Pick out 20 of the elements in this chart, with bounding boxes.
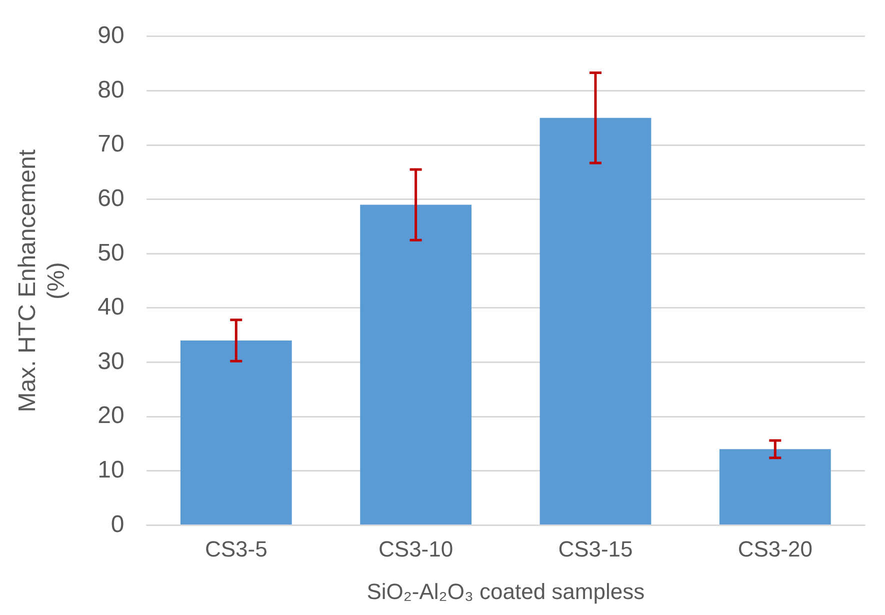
y-tick-label: 70 xyxy=(98,130,124,158)
y-axis-title: Max. HTC Enhancement (%) xyxy=(14,149,70,412)
bar xyxy=(540,118,652,524)
y-tick-label: 0 xyxy=(110,510,124,538)
y-tick-label: 90 xyxy=(98,22,124,50)
x-tick-label: CS3-10 xyxy=(378,536,454,562)
y-tick-label: 20 xyxy=(98,402,124,430)
y-tick-label: 50 xyxy=(98,239,124,266)
x-tick-label: CS3-20 xyxy=(738,536,812,562)
y-tick-label: 30 xyxy=(98,348,124,375)
y-tick-label: 80 xyxy=(98,76,124,104)
bar xyxy=(180,340,292,524)
y-tick-label: 40 xyxy=(98,294,124,321)
bar xyxy=(719,449,831,524)
x-tick-label: CS3-15 xyxy=(558,536,633,562)
y-tick-label: 60 xyxy=(98,184,124,212)
x-axis-title: SiO₂-Al₂O₃ coated sampless xyxy=(366,578,645,604)
y-tick-label: 10 xyxy=(98,456,124,484)
bar xyxy=(360,204,472,524)
x-tick-label: CS3-5 xyxy=(204,536,268,562)
